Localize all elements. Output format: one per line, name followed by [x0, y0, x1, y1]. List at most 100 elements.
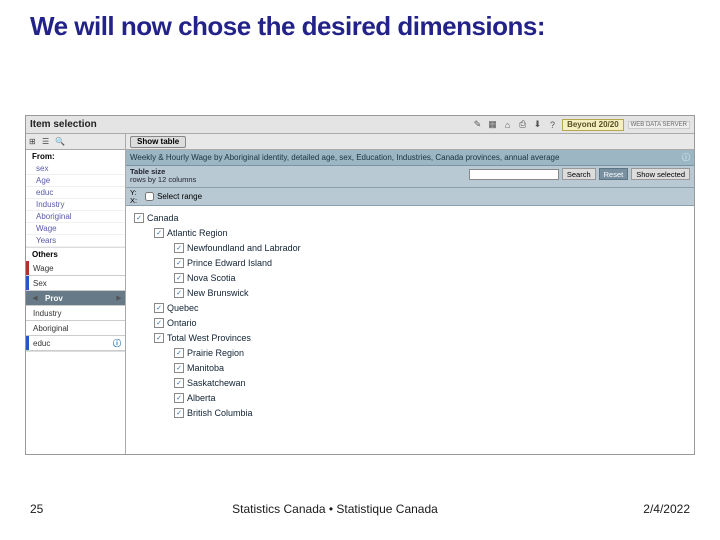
tree-row[interactable]: Atlantic Region	[128, 225, 692, 240]
header-tools: ✎ ▦ ⌂ ⎙ ⬇ ? Beyond 20/20 WEB DATA SERVER	[472, 119, 690, 131]
from-item[interactable]: sex	[26, 163, 125, 175]
tree-icon[interactable]: ⊞	[29, 137, 39, 147]
breadcrumb-bar: Weekly & Hourly Wage by Aboriginal ident…	[126, 150, 694, 166]
from-item[interactable]: Industry	[26, 199, 125, 211]
other-item-label: Aboriginal	[29, 324, 125, 333]
select-range: Select range	[145, 192, 202, 201]
tree-row[interactable]: British Columbia	[128, 405, 692, 420]
tree-row[interactable]: Saskatchewan	[128, 375, 692, 390]
others-label: Others	[26, 248, 125, 261]
slide: We will now chose the desired dimensions…	[0, 0, 720, 540]
checkbox[interactable]	[134, 213, 144, 223]
tree-row[interactable]: Newfoundland and Labrador	[128, 240, 692, 255]
checkbox[interactable]	[154, 228, 164, 238]
checkbox[interactable]	[174, 243, 184, 253]
other-item-label: educ	[29, 339, 113, 348]
tree-label: Atlantic Region	[167, 228, 228, 238]
other-item[interactable]: Sex	[26, 276, 125, 291]
tree-label: Prairie Region	[187, 348, 244, 358]
from-group: From: sexAgeeducIndustryAboriginalWageYe…	[26, 150, 125, 248]
tree-row[interactable]: Ontario	[128, 315, 692, 330]
sub-badge: WEB DATA SERVER	[628, 121, 690, 129]
show-table-button[interactable]: Show table	[130, 136, 186, 148]
from-item[interactable]: educ	[26, 187, 125, 199]
tree-label: Prince Edward Island	[187, 258, 272, 268]
right-panel: Show table Weekly & Hourly Wage by Abori…	[126, 134, 694, 454]
select-range-checkbox[interactable]	[145, 192, 154, 201]
search-icon[interactable]: 🔍	[55, 137, 65, 147]
other-item[interactable]: educⓘ	[26, 336, 125, 351]
tree-row[interactable]: Prince Edward Island	[128, 255, 692, 270]
print-icon[interactable]: ⎙	[517, 119, 528, 130]
left-icons: ⊞ ☰ 🔍	[26, 134, 125, 150]
footer: 25 Statistics Canada • Statistique Canad…	[0, 500, 720, 518]
tree-row[interactable]: Alberta	[128, 390, 692, 405]
checkbox[interactable]	[154, 303, 164, 313]
checkbox[interactable]	[174, 378, 184, 388]
tree-row[interactable]: Quebec	[128, 300, 692, 315]
checkbox[interactable]	[174, 288, 184, 298]
page-number: 25	[0, 502, 60, 516]
tree-label: Total West Provinces	[167, 333, 251, 343]
tree-label: Nova Scotia	[187, 273, 236, 283]
header-title: Item selection	[30, 119, 97, 130]
from-item[interactable]: Age	[26, 175, 125, 187]
app-window: Item selection ✎ ▦ ⌂ ⎙ ⬇ ? Beyond 20/20 …	[25, 115, 695, 455]
tree-row[interactable]: Nova Scotia	[128, 270, 692, 285]
info-icon[interactable]: ⓘ	[678, 152, 690, 163]
other-item[interactable]: Industry	[26, 306, 125, 321]
tree-label: Quebec	[167, 303, 199, 313]
from-item[interactable]: Aboriginal	[26, 211, 125, 223]
pencil-icon[interactable]: ✎	[472, 119, 483, 130]
axis-row: Y: X: Select range	[126, 188, 694, 206]
tree-row[interactable]: Total West Provinces	[128, 330, 692, 345]
search-button[interactable]: Search	[562, 168, 596, 180]
other-item[interactable]: Aboriginal	[26, 321, 125, 336]
chevron-right-icon[interactable]: ▶	[113, 294, 125, 302]
chevron-left-icon[interactable]: ◀	[29, 294, 41, 302]
checkbox[interactable]	[154, 318, 164, 328]
tree-label: Newfoundland and Labrador	[187, 243, 301, 253]
other-item[interactable]: ◀Prov▶	[26, 291, 125, 306]
show-selected-button[interactable]: Show selected	[631, 168, 690, 180]
toolbar: Show table	[126, 134, 694, 150]
tree-row[interactable]: New Brunswick	[128, 285, 692, 300]
tree-row[interactable]: Prairie Region	[128, 345, 692, 360]
slide-title: We will now chose the desired dimensions…	[0, 0, 720, 42]
footer-date: 2/4/2022	[610, 502, 720, 516]
search-cluster: Search Reset Show selected	[469, 168, 690, 180]
left-panel: ⊞ ☰ 🔍 From: sexAgeeducIndustryAboriginal…	[26, 134, 126, 454]
other-item-label: Prov	[41, 294, 113, 303]
others-list: WageSex◀Prov▶IndustryAboriginaleducⓘ	[26, 261, 125, 351]
other-item[interactable]: Wage	[26, 261, 125, 276]
checkbox[interactable]	[174, 348, 184, 358]
search-input[interactable]	[469, 169, 559, 180]
other-item-label: Sex	[29, 279, 125, 288]
tree-label: Manitoba	[187, 363, 224, 373]
checkbox[interactable]	[174, 258, 184, 268]
checkbox[interactable]	[174, 408, 184, 418]
beyond-badge: Beyond 20/20	[562, 119, 624, 131]
table-size-row: Table size rows by 12 columns Search Res…	[126, 166, 694, 188]
checkbox[interactable]	[174, 273, 184, 283]
grid-icon[interactable]: ▦	[487, 119, 498, 130]
tree-row[interactable]: Canada	[128, 210, 692, 225]
tree-row[interactable]: Manitoba	[128, 360, 692, 375]
list-icon[interactable]: ☰	[42, 137, 52, 147]
checkbox[interactable]	[154, 333, 164, 343]
tree-label: Alberta	[187, 393, 216, 403]
geography-tree: Canada Atlantic Region Newfoundland and La…	[126, 206, 694, 454]
help-icon[interactable]: ?	[547, 119, 558, 130]
tree-label: British Columbia	[187, 408, 253, 418]
from-item[interactable]: Wage	[26, 223, 125, 235]
from-list: sexAgeeducIndustryAboriginalWageYears	[26, 163, 125, 247]
home-icon[interactable]: ⌂	[502, 119, 513, 130]
download-icon[interactable]: ⬇	[532, 119, 543, 130]
from-label: From:	[26, 150, 125, 163]
info-icon[interactable]: ⓘ	[113, 338, 125, 349]
reset-button[interactable]: Reset	[599, 168, 629, 180]
from-item[interactable]: Years	[26, 235, 125, 247]
others-group: Others WageSex◀Prov▶IndustryAboriginaled…	[26, 248, 125, 352]
checkbox[interactable]	[174, 363, 184, 373]
checkbox[interactable]	[174, 393, 184, 403]
